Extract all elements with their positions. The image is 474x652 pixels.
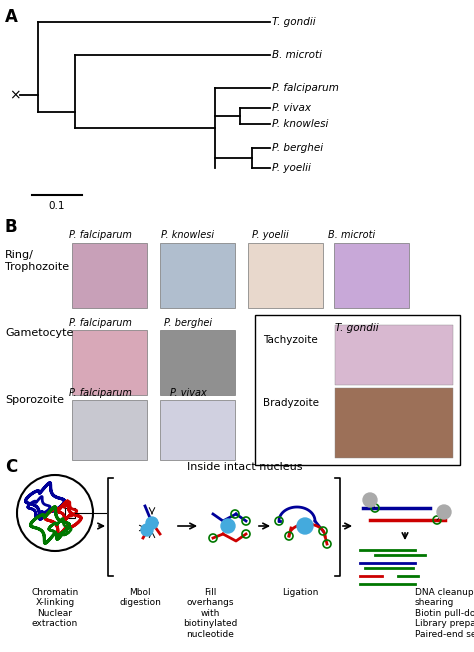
Circle shape [146,517,158,529]
Text: P. berghei: P. berghei [272,143,323,153]
Text: P. knowlesi: P. knowlesi [162,230,215,240]
FancyBboxPatch shape [72,330,147,395]
Circle shape [297,518,313,534]
Text: P. knowlesi: P. knowlesi [272,119,328,129]
Text: B: B [5,218,18,236]
Text: B. microti: B. microti [272,50,322,60]
Circle shape [437,505,451,519]
FancyBboxPatch shape [334,243,409,308]
FancyBboxPatch shape [160,400,235,460]
Text: 0.1: 0.1 [49,201,65,211]
FancyBboxPatch shape [255,315,460,465]
Text: DNA cleanup +
shearing
Biotin pull-down
Library preparation
Paired-end sequencin: DNA cleanup + shearing Biotin pull-down … [415,588,474,638]
FancyBboxPatch shape [160,330,235,395]
Text: P. yoelii: P. yoelii [272,163,311,173]
FancyBboxPatch shape [72,400,147,460]
Circle shape [141,524,153,536]
FancyBboxPatch shape [248,243,323,308]
Text: P. vivax: P. vivax [272,103,311,113]
Text: P. falciparum: P. falciparum [69,318,131,328]
Circle shape [363,493,377,507]
Text: Sporozoite: Sporozoite [5,395,64,405]
Text: P. yoelii: P. yoelii [252,230,288,240]
Text: T. gondii: T. gondii [272,17,316,27]
Text: Fill
overhangs
with
biotinylated
nucleotide: Fill overhangs with biotinylated nucleot… [183,588,237,638]
Text: Gametocyte: Gametocyte [5,328,73,338]
FancyBboxPatch shape [335,325,453,385]
Text: Bradyzoite: Bradyzoite [263,398,319,408]
Text: T. gondii: T. gondii [335,323,379,333]
Text: Ring/
Trophozoite: Ring/ Trophozoite [5,250,69,272]
Circle shape [221,519,235,533]
Text: Inside intact nucleus: Inside intact nucleus [187,462,303,472]
Text: P. berghei: P. berghei [164,318,212,328]
FancyBboxPatch shape [160,243,235,308]
Text: A: A [5,8,18,26]
Text: Ligation: Ligation [282,588,318,597]
Text: C: C [5,458,17,476]
Text: P. falciparum: P. falciparum [69,388,131,398]
Text: Tachyzoite: Tachyzoite [263,335,318,345]
FancyBboxPatch shape [335,388,453,458]
Text: ×: × [9,88,21,102]
Text: P. falciparum: P. falciparum [272,83,339,93]
Text: MboI
digestion: MboI digestion [119,588,161,608]
Text: P. falciparum: P. falciparum [69,230,131,240]
Text: P. vivax: P. vivax [170,388,206,398]
FancyBboxPatch shape [72,243,147,308]
Text: Chromatin
X-linking
Nuclear
extraction: Chromatin X-linking Nuclear extraction [31,588,79,628]
Text: B. microti: B. microti [328,230,375,240]
